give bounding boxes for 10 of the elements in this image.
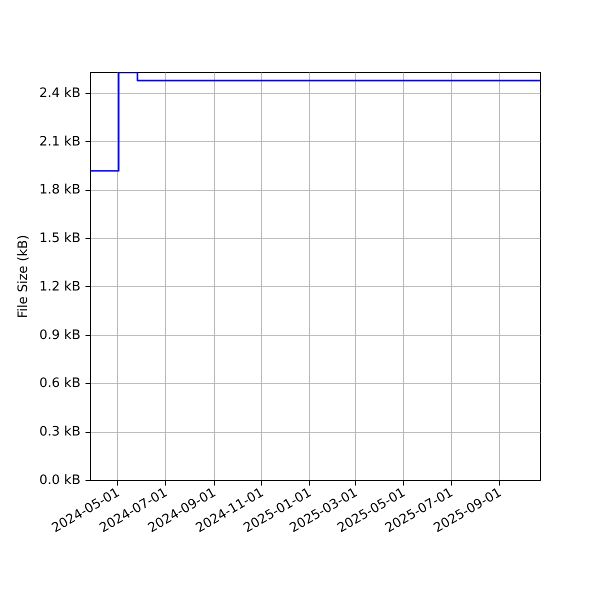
y-axis-title: File Size (kB) [16, 234, 32, 318]
y-tick-label: 2.4 kB [39, 86, 81, 101]
y-tick-label: 0.9 kB [39, 328, 81, 343]
y-tick-label: 1.8 kB [39, 182, 81, 198]
y-tick-label: 0.0 kB [39, 473, 81, 488]
y-tick-label: 1.2 kB [39, 279, 81, 294]
y-tick-label: 2.1 kB [39, 134, 81, 150]
y-tick-label: 0.3 kB [39, 424, 81, 440]
y-tick-label: 1.5 kB [39, 231, 81, 246]
y-tick-label: 0.6 kB [39, 376, 81, 392]
